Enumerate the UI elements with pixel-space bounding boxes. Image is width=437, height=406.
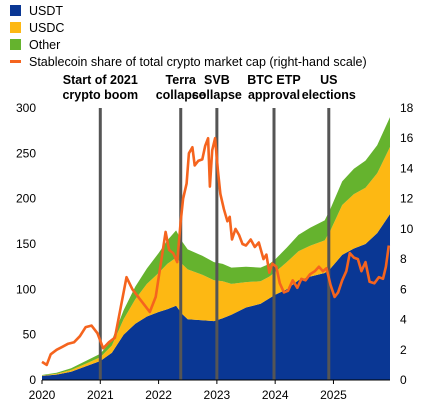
legend-label-usdt: USDT — [29, 3, 64, 18]
legend-swatch-usdt — [10, 5, 21, 16]
y-right-tick-14: 14 — [400, 161, 414, 175]
y-right-tick-6: 6 — [400, 282, 407, 296]
x-tick-2024: 2024 — [262, 388, 289, 402]
x-tick-2021: 2021 — [87, 388, 114, 402]
x-tick-2025: 2025 — [320, 388, 347, 402]
y-left-tick-0: 0 — [29, 373, 36, 387]
y-right-tick-18: 18 — [400, 101, 414, 115]
y-right-tick-16: 16 — [400, 131, 414, 145]
y-left-tick-100: 100 — [16, 282, 36, 296]
y-right-tick-8: 8 — [400, 252, 407, 266]
legend-swatch-share — [10, 60, 21, 63]
event-label-3-1: approval — [248, 88, 300, 102]
event-label-2-0: SVB — [204, 73, 230, 87]
y-right-tick-4: 4 — [400, 313, 407, 327]
y-right-tick-2: 2 — [400, 343, 407, 357]
area-usdc — [42, 147, 390, 376]
legend-label-share: Stablecoin share of total crypto market … — [29, 54, 367, 69]
event-label-2-1: collapse — [192, 88, 242, 102]
x-tick-2020: 2020 — [29, 388, 56, 402]
legend-swatch-usdc — [10, 22, 21, 33]
share-line-group — [41, 136, 391, 367]
x-tick-2022: 2022 — [145, 388, 172, 402]
legend-item-usdc: USDC — [10, 19, 367, 36]
y-right-tick-12: 12 — [400, 192, 414, 206]
legend-swatch-other — [10, 39, 21, 50]
area-usdt — [42, 214, 390, 380]
axes: 0 50 100 150 200 250 300 0 2 4 6 8 10 12 14 16 18 2020 202… — [16, 101, 414, 402]
stacked-areas — [42, 117, 390, 380]
event-label-1-1: collapse — [156, 88, 206, 102]
legend: USDT USDC Other Stablecoin share of tota… — [10, 2, 367, 70]
y-right-tick-10: 10 — [400, 222, 414, 236]
y-left-tick-250: 250 — [16, 146, 36, 160]
y-left-tick-200: 200 — [16, 192, 36, 206]
y-left-tick-50: 50 — [23, 328, 37, 342]
event-label-0-1: crypto boom — [62, 88, 138, 102]
y-left-tick-300: 300 — [16, 101, 36, 115]
event-label-4-0: US — [320, 73, 337, 87]
legend-item-share: Stablecoin share of total crypto market … — [10, 53, 367, 70]
legend-item-usdt: USDT — [10, 2, 367, 19]
legend-item-other: Other — [10, 36, 367, 53]
event-label-0-0: Start of 2021 — [63, 73, 138, 87]
event-label-1-0: Terra — [166, 73, 197, 87]
y-right-tick-0: 0 — [400, 373, 407, 387]
series-line-stablecoin-share — [41, 136, 391, 367]
event-label-3-0: BTC ETP — [247, 73, 300, 87]
event-label-4-1: elections — [302, 88, 356, 102]
legend-label-other: Other — [29, 37, 61, 52]
y-left-tick-150: 150 — [16, 237, 36, 251]
x-tick-2023: 2023 — [204, 388, 231, 402]
legend-label-usdc: USDC — [29, 20, 65, 35]
